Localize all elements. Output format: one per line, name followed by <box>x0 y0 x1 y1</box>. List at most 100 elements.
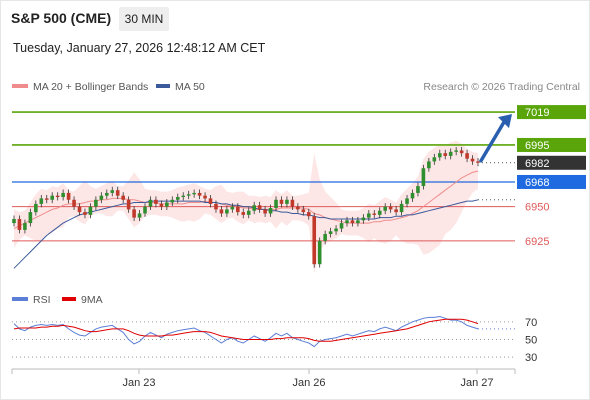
candle-body <box>317 240 322 265</box>
rsi-level-label-30: 30 <box>525 352 537 364</box>
candle-body <box>61 192 65 198</box>
candle-body <box>279 199 284 204</box>
candle-body <box>312 216 317 265</box>
candle-body <box>55 195 60 198</box>
candle-body <box>285 199 289 204</box>
candle-body <box>225 209 229 214</box>
candle-body <box>394 209 398 213</box>
credit-label: Research © 2026 Trading Central <box>423 81 580 93</box>
candle-body <box>454 150 458 152</box>
candle-body <box>99 195 104 200</box>
candle-body <box>367 213 371 218</box>
x-tick-label: Jan 26 <box>292 377 325 389</box>
resistance-label-7019: 7019 <box>525 107 549 119</box>
support-label-6950: 6950 <box>525 202 549 214</box>
candle-body <box>208 198 213 204</box>
candle-body <box>105 192 109 196</box>
candle-body <box>214 203 218 210</box>
candle-body <box>268 208 273 214</box>
support-label-6925: 6925 <box>525 236 549 248</box>
datetime-label: Tuesday, January 27, 2026 12:48:12 AM CE… <box>13 41 266 55</box>
resistance-label-6995: 6995 <box>525 140 549 152</box>
candle-body <box>470 158 475 162</box>
candle-body <box>323 234 327 241</box>
candle-body <box>44 198 49 200</box>
rsi-level-label-70: 70 <box>525 317 537 329</box>
rsi-legend-label: RSI <box>33 294 51 306</box>
candle-body <box>399 203 404 213</box>
candle-body <box>203 195 207 199</box>
pivot-tag-6968 <box>517 174 586 189</box>
candle-body <box>459 150 464 154</box>
rsi-line <box>13 315 479 348</box>
candle-body <box>328 231 333 235</box>
timeframe-button[interactable]: 30 MIN <box>119 7 169 31</box>
candle-body <box>17 218 22 230</box>
candle-body <box>476 161 480 163</box>
candle-body <box>252 205 256 211</box>
candle-body <box>230 206 235 210</box>
candle-body <box>274 199 278 208</box>
candle-body <box>361 217 366 221</box>
candle-body <box>12 218 16 224</box>
candle-body <box>34 203 38 213</box>
candle-body <box>197 192 202 196</box>
candle-body <box>465 153 469 159</box>
candle-body <box>159 203 164 207</box>
candle-body <box>388 206 393 210</box>
symbol-title: S&P 500 (CME) <box>11 10 112 26</box>
candle-body <box>170 199 175 203</box>
rsi-ma-line <box>13 318 479 342</box>
candle-body <box>296 206 300 210</box>
candle-body <box>448 151 453 156</box>
candle-body <box>339 223 344 229</box>
last-price-label: 6982 <box>525 158 549 170</box>
candle-body <box>77 206 82 213</box>
candle-body <box>437 153 442 158</box>
candle-body <box>50 195 55 200</box>
candle-body <box>383 206 387 211</box>
candle-body <box>443 153 448 156</box>
candle-body <box>241 212 246 215</box>
candle-body <box>410 192 415 199</box>
candle-body <box>372 213 377 215</box>
candle-body <box>290 199 295 207</box>
candle-body <box>377 210 382 215</box>
candle-body <box>432 157 437 162</box>
candle-body <box>334 228 338 232</box>
x-tick-label: Jan 27 <box>460 377 493 389</box>
ma50-legend-swatch <box>156 84 170 88</box>
candle-body <box>175 197 180 200</box>
ma20-line <box>13 170 479 230</box>
candle-body <box>23 223 27 230</box>
resistance-tag-6995 <box>517 137 586 152</box>
ma50-legend-label: MA 50 <box>175 81 205 93</box>
candle-body <box>236 206 240 213</box>
projection-arrow-head <box>498 114 512 129</box>
candle-body <box>421 168 426 187</box>
candle-body <box>301 209 306 213</box>
last-price-tag <box>517 155 586 170</box>
candle-body <box>154 199 158 204</box>
rsi-legend-swatch <box>12 297 28 301</box>
candle-body <box>28 212 33 224</box>
ma20-legend-swatch <box>12 84 28 88</box>
candle-body <box>257 205 262 210</box>
candle-body <box>356 220 360 224</box>
x-tick-label: Jan 23 <box>122 377 155 389</box>
candle-body <box>88 206 93 215</box>
rsi-ma-legend-swatch <box>62 297 76 301</box>
candle-body <box>263 209 267 214</box>
candle-body <box>148 199 153 207</box>
candle-body <box>350 220 355 224</box>
candle-body <box>306 212 311 217</box>
candle-body <box>165 202 169 207</box>
candle-body <box>126 199 131 210</box>
candle-body <box>132 209 136 218</box>
pivot-label-6968: 6968 <box>525 177 549 189</box>
candle-body <box>115 190 120 196</box>
candle-body <box>416 186 420 193</box>
rsi-ma-legend-label: 9MA <box>81 294 103 306</box>
candle-body <box>121 195 125 200</box>
candle-body <box>427 161 431 169</box>
